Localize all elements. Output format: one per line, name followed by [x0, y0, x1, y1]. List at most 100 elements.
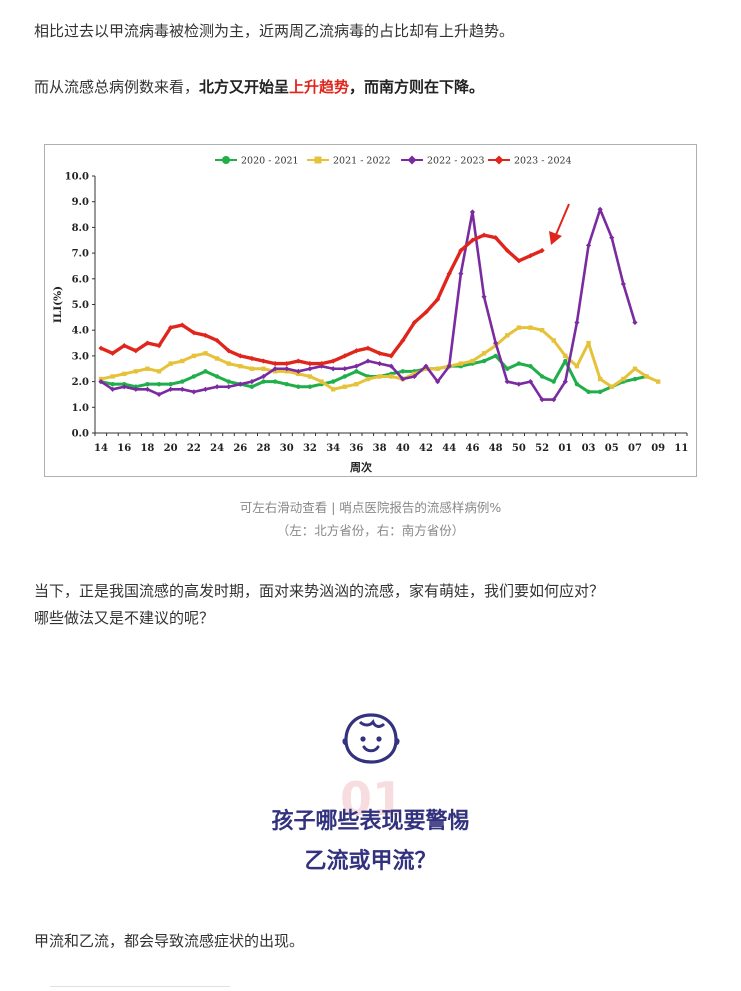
y-axis-label: ILI(%)	[52, 286, 64, 323]
x-tick-label: 14	[94, 443, 108, 454]
series-point-1	[481, 351, 487, 356]
series-point-0	[551, 379, 556, 384]
series-point-2	[121, 384, 127, 390]
x-tick-label: 24	[210, 443, 224, 454]
annotation-arrow-head	[549, 231, 562, 245]
series-point-0	[249, 384, 255, 389]
series-point-0	[563, 358, 568, 364]
series-point-2	[376, 361, 383, 367]
series-point-0	[214, 374, 220, 379]
series-point-1	[644, 374, 649, 379]
series-point-3	[527, 253, 534, 259]
series-point-1	[597, 376, 603, 382]
section-heading-line-2: 乙流或甲流？	[304, 849, 437, 874]
y-tick-label: 10.0	[65, 172, 89, 183]
series-point-1	[505, 333, 510, 338]
series-point-1	[516, 325, 522, 330]
series-point-0	[354, 369, 359, 374]
series-point-1	[156, 369, 162, 374]
series-point-3	[353, 348, 359, 354]
series-point-0	[539, 374, 545, 379]
series-point-2	[446, 363, 452, 369]
series-point-3	[365, 345, 371, 351]
x-tick-label: 03	[582, 443, 596, 454]
series-point-1	[110, 374, 115, 379]
series-point-0	[516, 361, 522, 366]
series-point-2	[191, 389, 197, 395]
x-tick-label: 07	[628, 443, 642, 454]
series-point-0	[226, 379, 231, 384]
series-point-2	[168, 386, 174, 392]
series-point-1	[261, 366, 266, 371]
series-point-3	[179, 322, 185, 328]
series-point-3	[411, 319, 418, 326]
series-point-0	[597, 389, 603, 395]
series-point-2	[493, 340, 499, 346]
chart-subcaption: （左：北方省份，右：南方省份）	[276, 523, 465, 538]
x-tick-label: 34	[326, 443, 340, 454]
legend-label-2: 2022 - 2023	[427, 156, 485, 167]
legend-label-3: 2023 - 2024	[514, 156, 572, 167]
series-point-0	[156, 381, 162, 387]
x-tick-label: 11	[674, 443, 688, 454]
baby-face-icon	[342, 713, 400, 764]
series-point-1	[528, 325, 533, 330]
ili-chart-svg: 0.0 1.0 2.0 3.0 4.0 5.0 6.0 7.0 8.0 9.0 10.0 14 16 18…	[52, 155, 688, 474]
legend-marker-2	[407, 155, 417, 165]
chart-caption: 可左右滑动查看 | 哨点医院报告的流感样病例%	[239, 500, 502, 515]
series-point-2	[504, 379, 510, 385]
series-point-2	[423, 363, 429, 369]
series-point-2	[284, 366, 290, 372]
series-point-3	[388, 353, 394, 359]
series-point-2	[156, 391, 162, 398]
y-tick-label: 4.0	[72, 326, 89, 337]
x-tick-label: 09	[651, 443, 665, 454]
series-point-1	[574, 363, 580, 369]
series-point-1	[214, 356, 220, 361]
series-point-0	[528, 363, 533, 369]
series-point-0	[632, 376, 638, 382]
series-point-1	[354, 381, 359, 387]
series-point-1	[319, 379, 324, 384]
series-point-1	[563, 353, 568, 359]
series-point-3	[504, 247, 510, 254]
legend-marker-3	[494, 155, 504, 165]
legend-marker-0	[222, 156, 230, 164]
series-point-2	[516, 381, 522, 387]
series-point-1	[365, 376, 371, 382]
series-point-1	[586, 340, 591, 346]
legend-label-0: 2020 - 2021	[241, 156, 299, 167]
series-point-3	[121, 343, 127, 349]
series-point-1	[191, 353, 197, 359]
series-point-0	[168, 381, 173, 387]
next-content-edge	[50, 986, 230, 991]
series-point-1	[226, 361, 231, 366]
series-point-3	[516, 258, 522, 264]
paragraph-question-1: 当下，正是我国流感的高发时期，面对来势汹汹的流感，家有萌娃，我们要如何应对？	[34, 582, 605, 600]
x-tick-label: 36	[349, 443, 363, 454]
series-point-1	[539, 328, 545, 333]
series-point-2	[226, 384, 232, 390]
legend-label-1: 2021 - 2022	[333, 156, 391, 167]
series-point-0	[284, 381, 289, 387]
series-point-2	[133, 386, 139, 392]
series-point-2	[527, 379, 534, 385]
series-point-0	[342, 374, 347, 379]
y-tick-label: 8.0	[72, 223, 89, 234]
x-tick-label: 30	[280, 443, 294, 454]
series-point-1	[632, 366, 638, 371]
section-number: 01	[340, 772, 405, 826]
y-tick-label: 2.0	[72, 377, 89, 388]
series-point-2	[620, 281, 626, 287]
series-point-2	[342, 366, 348, 372]
series-point-2	[539, 396, 545, 403]
ili-chart[interactable]: 0.0 1.0 2.0 3.0 4.0 5.0 6.0 7.0 8.0 9.0 10.0 14 16 18…	[44, 144, 697, 477]
series-point-2	[110, 386, 116, 392]
y-tick-label: 9.0	[72, 197, 89, 208]
series-point-1	[377, 374, 382, 379]
series-point-2	[597, 206, 603, 213]
x-tick-label: 26	[233, 443, 247, 454]
series-point-2	[295, 368, 301, 374]
series-point-0	[145, 381, 150, 387]
x-tick-label: 05	[605, 443, 619, 454]
